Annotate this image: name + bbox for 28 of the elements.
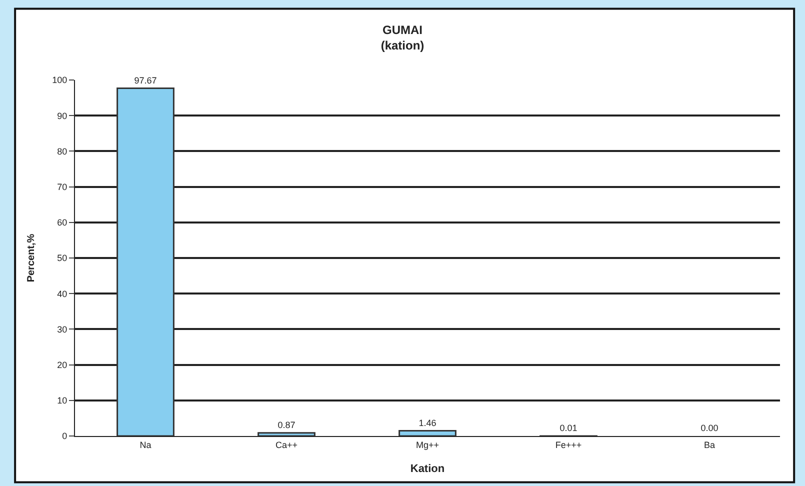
y-tick-label: 90 [57,110,68,121]
y-tick-label: 10 [57,396,68,406]
x-tick-label: Fe+++ [555,440,582,450]
x-tick-label: Ba [704,440,716,450]
y-tick-label: 0 [62,431,68,442]
x-axis-title: Kation [410,463,445,475]
bar [116,88,174,436]
x-tick-label: Mg++ [416,440,440,450]
y-tick-label: 100 [52,75,68,86]
y-axis-title: Percent,% [26,234,38,282]
y-tick-label: 30 [57,324,68,334]
data-label: 97.67 [134,75,157,86]
y-tick-label: 40 [57,288,68,299]
chart-subtitle: (kation) [380,38,424,53]
chart-title: GUMAI [382,23,422,38]
y-tick-label: 80 [57,146,68,156]
bar [398,430,456,436]
data-label: 1.46 [418,418,436,428]
x-tick-label: Na [140,440,152,450]
data-label: 0.87 [278,420,296,430]
y-tick-label: 70 [57,182,68,192]
y-tick-label: 60 [57,218,68,228]
x-tick-label: Ca++ [275,440,298,450]
data-label: 0.00 [700,423,718,433]
bar [258,432,316,436]
y-tick-label: 20 [57,360,68,370]
data-label: 0.01 [560,422,578,433]
y-tick-label: 50 [57,253,68,264]
